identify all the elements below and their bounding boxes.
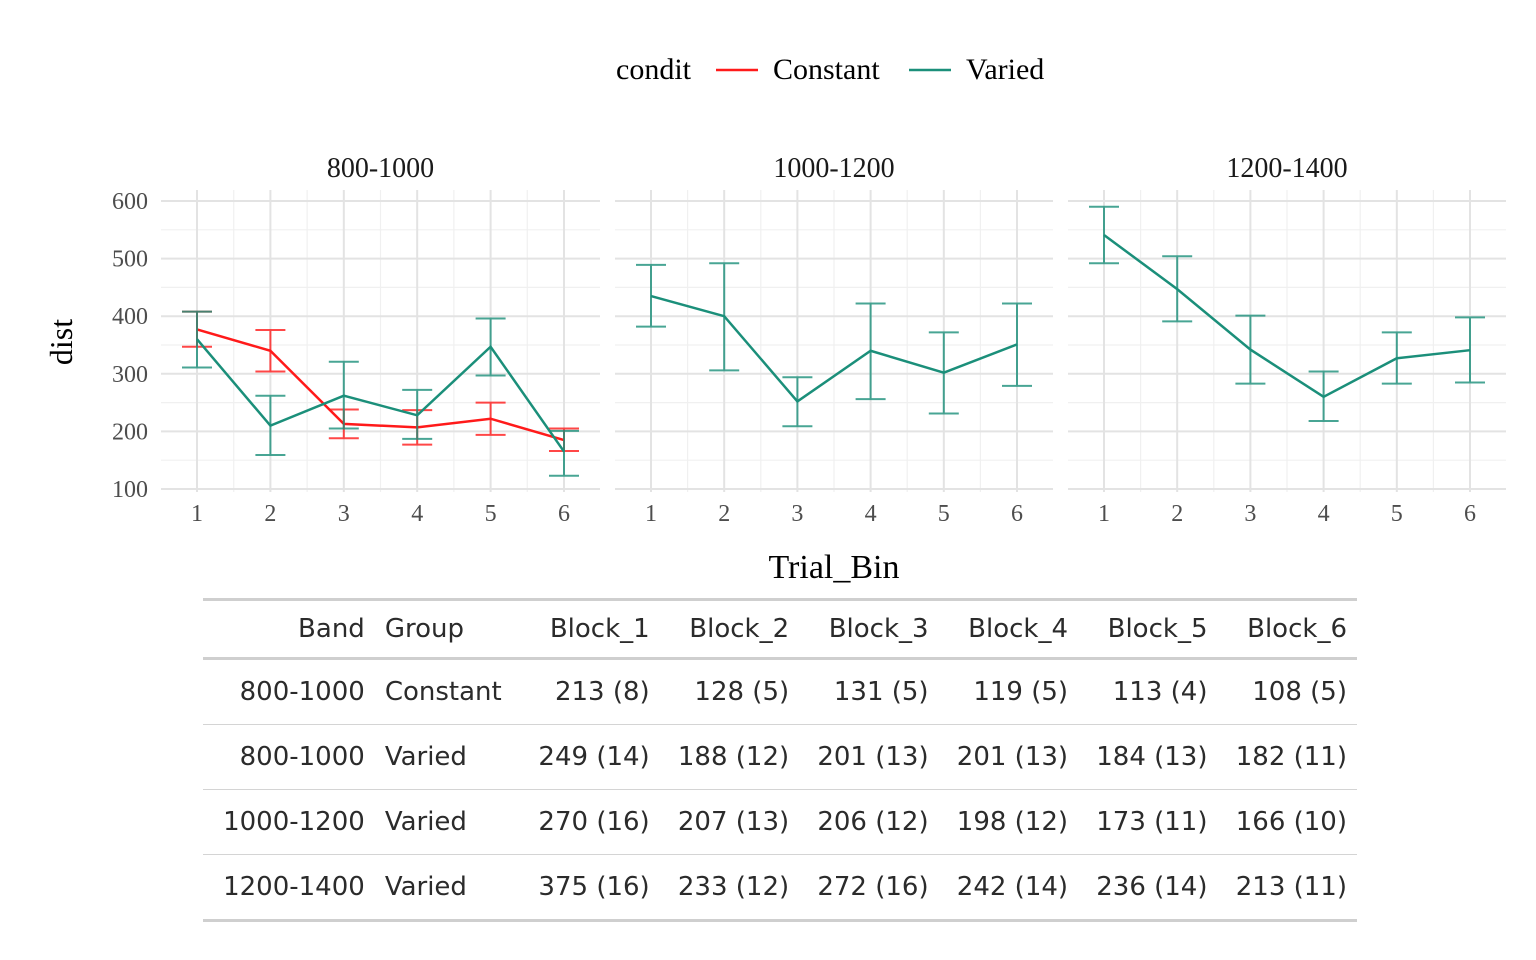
table-header-row: Band Group Block_1 Block_2 Block_3 Block…: [203, 599, 1357, 659]
legend-label-constant: Constant: [773, 53, 880, 86]
cell-value: 242 (14): [956, 872, 1069, 902]
y-tick-label: 200: [112, 419, 148, 445]
error-bar: [549, 429, 579, 477]
cell-group: Varied: [384, 807, 467, 837]
cell-value: 198 (12): [956, 807, 1069, 837]
y-tick-label: 100: [112, 477, 148, 503]
summary-table: Band Group Block_1 Block_2 Block_3 Block…: [203, 598, 1357, 922]
cell-value: 166 (10): [1235, 807, 1347, 837]
x-tick-label: 2: [1171, 501, 1183, 527]
header-block-3: Block_3: [828, 614, 929, 644]
cell-group: Varied: [384, 872, 467, 902]
x-tick-label: 5: [485, 501, 497, 527]
x-tick-label: 2: [718, 501, 730, 527]
facet-label: 800-1000: [327, 153, 434, 184]
x-tick-label: 3: [1244, 501, 1256, 527]
header-block-6: Block_6: [1247, 614, 1347, 644]
table-row: 800-1000 Varied 249 (14) 188 (12) 201 (1…: [203, 725, 1357, 790]
cell-value: 206 (12): [817, 807, 929, 837]
x-tick-label: 6: [1464, 501, 1476, 527]
series-line: [196, 328, 565, 442]
x-tick-label: 6: [1011, 501, 1023, 527]
x-tick-label: 6: [558, 501, 570, 527]
facet-label: 1200-1400: [1226, 153, 1347, 184]
cell-value: 213 (8): [554, 677, 650, 707]
header-band: Band: [298, 614, 365, 644]
cell-value: 182 (11): [1235, 742, 1347, 772]
x-tick-label: 4: [1318, 501, 1330, 527]
cell-band: 800-1000: [239, 742, 365, 772]
y-tick-label: 500: [112, 247, 148, 273]
y-tick-label: 400: [112, 304, 148, 330]
panel-1000-1200: 1000-1200 1 2 3 4 5 6: [615, 153, 1053, 527]
y-tick-label: 600: [112, 189, 148, 215]
cell-value: 184 (13): [1096, 742, 1208, 772]
cell-value: 249 (14): [538, 742, 650, 772]
cell-value: 272 (16): [817, 872, 929, 902]
cell-value: 173 (11): [1096, 807, 1208, 837]
legend: condit Constant Varied: [616, 53, 1044, 86]
x-tick-label: 3: [791, 501, 803, 527]
x-axis-label: Trial_Bin: [768, 549, 899, 586]
x-tick-label: 5: [1391, 501, 1403, 527]
panel-800-1000: 800-1000 1 2 3 4 5 6 100 200 300 400 500 600: [112, 153, 600, 527]
series-line: [196, 338, 566, 453]
series-varied: [1089, 205, 1485, 423]
x-tick-label: 4: [865, 501, 877, 527]
error-bar: [1455, 316, 1485, 384]
cell-value: 113 (4): [1112, 677, 1208, 707]
header-block-4: Block_4: [968, 614, 1069, 644]
chart-panels: 800-1000 1 2 3 4 5 6 100 200 300 400 500 600 1000-120…: [112, 153, 1506, 527]
table-row: 800-1000 Constant 213 (8) 128 (5) 131 (5…: [203, 659, 1357, 725]
cell-value: 233 (12): [677, 872, 790, 902]
cell-value: 108 (5): [1252, 677, 1347, 707]
cell-value: 207 (13): [677, 807, 790, 837]
x-tick-label: 3: [338, 501, 350, 527]
cell-value: 236 (14): [1096, 872, 1208, 902]
cell-value: 128 (5): [694, 677, 790, 707]
x-tick-label: 1: [191, 501, 203, 527]
y-axis-label: dist: [43, 319, 79, 365]
cell-value: 270 (16): [538, 807, 650, 837]
cell-value: 188 (12): [677, 742, 790, 772]
series-line: [650, 294, 1018, 404]
summary-table-container: Band Group Block_1 Block_2 Block_3 Block…: [203, 598, 1357, 922]
series-varied: [182, 310, 579, 477]
y-tick-label: 300: [112, 362, 148, 388]
facet-label: 1000-1200: [773, 153, 894, 184]
table-row: 1200-1400 Varied 375 (16) 233 (12) 272 (…: [203, 855, 1357, 921]
cell-value: 201 (13): [956, 742, 1069, 772]
legend-label-varied: Varied: [966, 53, 1044, 86]
header-block-5: Block_5: [1107, 614, 1208, 644]
cell-value: 201 (13): [817, 742, 929, 772]
cell-band: 800-1000: [239, 677, 365, 707]
panel-1200-1400: 1200-1400 1 2 3 4 5 6: [1068, 153, 1506, 527]
series-line: [1103, 233, 1471, 399]
x-tick-label: 1: [645, 501, 657, 527]
cell-value: 131 (5): [833, 677, 929, 707]
cell-group: Constant: [384, 677, 502, 707]
cell-band: 1000-1200: [223, 807, 365, 837]
x-tick-label: 5: [938, 501, 950, 527]
x-tick-label: 2: [264, 501, 276, 527]
cell-value: 213 (11): [1235, 872, 1347, 902]
x-tick-label: 4: [411, 501, 423, 527]
error-bar: [636, 263, 666, 328]
header-group: Group: [384, 614, 464, 644]
cell-value: 119 (5): [973, 677, 1069, 707]
table-row: 1000-1200 Varied 270 (16) 207 (13) 206 (…: [203, 790, 1357, 855]
header-block-2: Block_2: [689, 614, 790, 644]
legend-title: condit: [616, 53, 692, 86]
x-tick-label: 1: [1098, 501, 1110, 527]
cell-group: Varied: [384, 742, 467, 772]
faceted-line-chart: condit Constant Varied 800-1000 1 2 3 4 5 6 100 20…: [43, 53, 1506, 586]
header-block-1: Block_1: [549, 614, 650, 644]
series-varied: [636, 262, 1032, 428]
cell-band: 1200-1400: [223, 872, 365, 902]
cell-value: 375 (16): [538, 872, 650, 902]
